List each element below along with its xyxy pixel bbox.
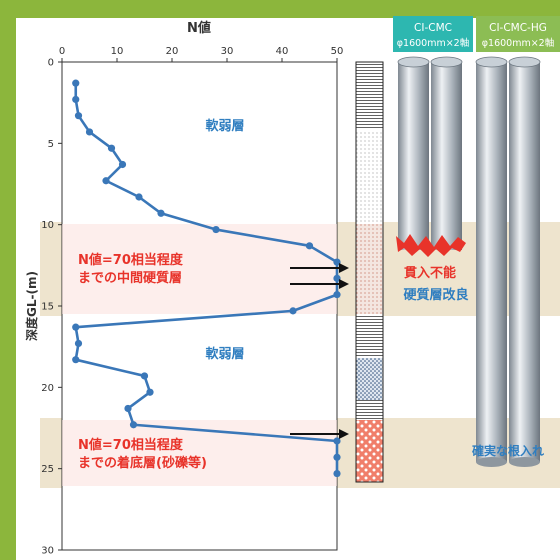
data-point [212, 225, 220, 234]
y-tick-label: 5 [48, 139, 54, 150]
header-ci-cmc-sub: φ1600mm×2軸 [397, 37, 469, 49]
n-value-series [72, 79, 341, 478]
mid-hard-label-line1: N値=70相当程度 [78, 252, 184, 268]
data-point [72, 79, 80, 87]
header-ci-cmc-title: CI-CMC [414, 22, 452, 34]
y-tick-label: 30 [41, 546, 54, 557]
impact-burst-icon [396, 234, 466, 257]
base-layer-label-line1: N値=70相当程度 [78, 437, 184, 453]
soil-layer-clay [356, 314, 383, 358]
data-point [74, 339, 83, 348]
soft-layer-upper-label: 軟弱層 [205, 118, 244, 134]
x-tick-label: 10 [111, 46, 124, 57]
soft-layer-lower-label: 軟弱層 [205, 346, 244, 362]
data-point [333, 469, 341, 478]
data-point [135, 193, 143, 201]
header-ci-cmc-hg [476, 16, 560, 52]
data-point [72, 323, 80, 331]
pile [476, 62, 507, 462]
data-point [102, 177, 110, 185]
y-tick-label: 0 [48, 58, 54, 69]
data-point [333, 274, 341, 282]
soil-layer-mid-hard [356, 224, 383, 314]
data-point [333, 291, 341, 299]
soil-layer-clay [356, 400, 383, 420]
x-tick-label: 20 [166, 46, 179, 57]
header-ci-cmc-hg-title: CI-CMC-HG [489, 22, 547, 34]
hard-improve-label: 硬質層改良 [403, 287, 468, 303]
data-point [146, 388, 154, 396]
x-tick-label: 50 [331, 46, 344, 57]
pile [431, 62, 462, 250]
y-tick-label: 25 [41, 464, 54, 475]
data-point [107, 144, 116, 152]
soil-layer-gravel [356, 420, 383, 482]
soil-layer-sand [356, 130, 383, 224]
data-point [74, 112, 83, 120]
soil-layer-dense-sand [356, 358, 383, 400]
soil-layer-clay [356, 62, 383, 130]
ci-cmc-piles [396, 56, 466, 257]
pile [398, 62, 429, 250]
data-point [157, 209, 165, 217]
no-penetration-label: 貫入不能 [404, 265, 456, 281]
data-point [118, 160, 127, 169]
data-point [124, 404, 132, 413]
data-point [305, 242, 314, 250]
arrow-icon [290, 429, 349, 439]
data-point [333, 453, 341, 461]
x-tick-label: 0 [59, 46, 65, 57]
y-tick-label: 10 [41, 220, 54, 231]
y-axis-title: 深度GL-(m) [24, 271, 39, 341]
arrow-icon [290, 279, 349, 289]
data-point [333, 258, 341, 266]
data-point [289, 307, 297, 315]
x-axis-title: N値 [187, 20, 211, 36]
header-ci-cmc-hg-sub: φ1600mm×2軸 [482, 37, 554, 49]
data-point [140, 372, 149, 380]
y-tick-label: 20 [41, 383, 54, 394]
y-tick-label: 15 [41, 302, 54, 313]
data-point [72, 95, 80, 104]
x-tick-label: 40 [276, 46, 289, 57]
base-layer-label-line2: までの着底層(砂礫等) [78, 455, 207, 471]
firm-embed-label: 確実な根入れ [472, 443, 544, 458]
axes: 0 10 20 30 40 50 0 5 10 15 20 25 30 [41, 46, 343, 557]
arrow-icon [290, 263, 349, 273]
pile [509, 62, 540, 462]
data-point [72, 356, 80, 364]
soil-column [355, 61, 384, 483]
x-tick-label: 30 [221, 46, 234, 57]
data-point [85, 128, 94, 136]
header-ci-cmc [393, 16, 473, 52]
ci-cmc-hg-piles [475, 56, 541, 467]
data-point [129, 421, 138, 429]
data-point [333, 437, 341, 445]
mid-hard-label-line2: までの中間硬質層 [78, 270, 182, 286]
